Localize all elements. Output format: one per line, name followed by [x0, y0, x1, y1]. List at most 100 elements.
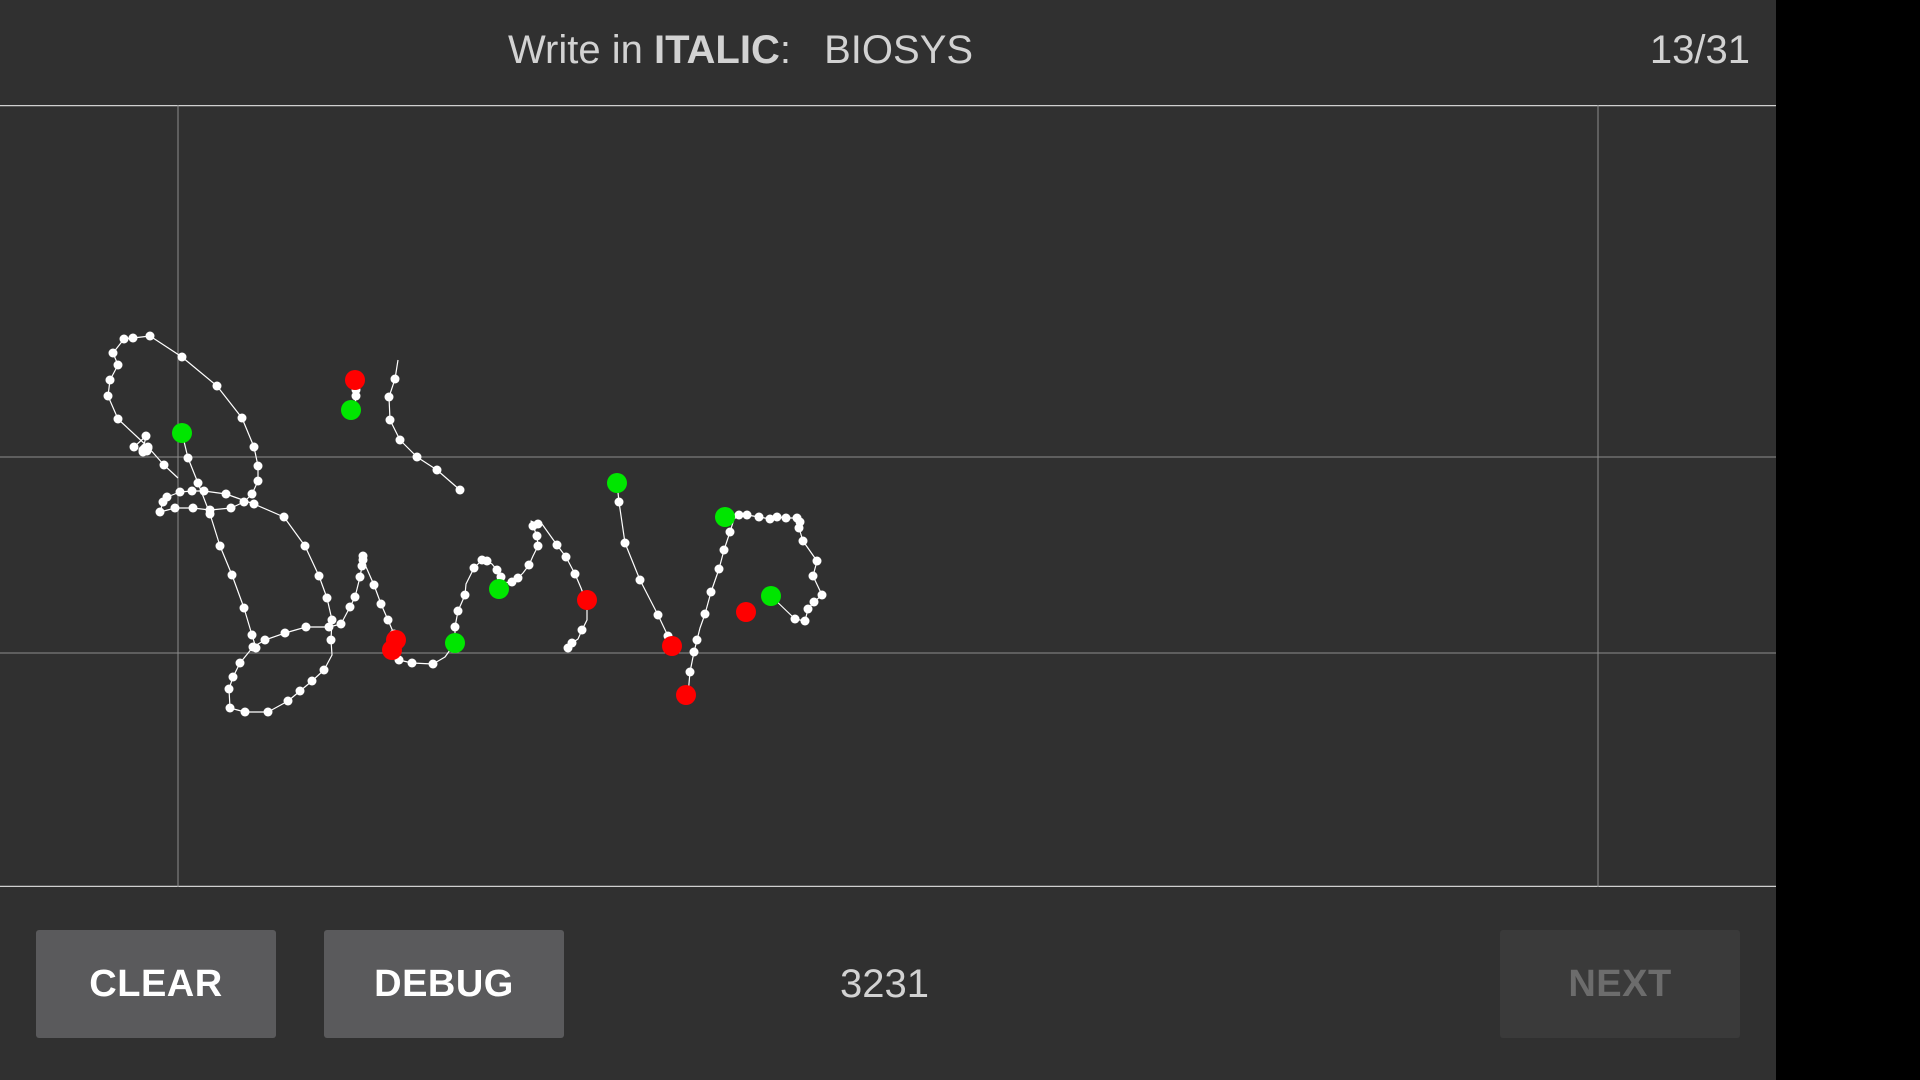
progress-counter: 13/31 [1649, 28, 1750, 72]
sample-point [155, 507, 165, 517]
sample-point [754, 512, 764, 522]
sample-point [351, 391, 361, 401]
sample-point [324, 622, 334, 632]
sample-point [533, 541, 543, 551]
sample-point [239, 497, 249, 507]
sample-point [620, 538, 630, 548]
sample-point [253, 476, 263, 486]
sample-point [249, 499, 259, 509]
sample-point [162, 492, 172, 502]
sample-point [460, 590, 470, 600]
sample-point [221, 489, 231, 499]
sample-point [113, 360, 123, 370]
sample-point [469, 563, 479, 573]
sample-point [812, 556, 822, 566]
sample-point [249, 442, 259, 452]
stroke-end-marker [577, 590, 597, 610]
sample-point [188, 503, 198, 513]
sample-point [533, 519, 543, 529]
sample-point [369, 580, 379, 590]
pen-stroke [616, 482, 673, 647]
sample-point [781, 513, 791, 523]
sample-point [685, 667, 695, 677]
sample-point [327, 615, 337, 625]
sample-point [260, 635, 270, 645]
sample-point [390, 374, 400, 384]
sample-point [383, 615, 393, 625]
stroke-end-marker [676, 685, 696, 705]
sample-point [319, 665, 329, 675]
sample-point [235, 658, 245, 668]
stroke-start-marker [341, 400, 361, 420]
next-button[interactable]: NEXT [1500, 930, 1740, 1038]
sample-point [453, 606, 463, 616]
stroke-start-marker [489, 579, 509, 599]
stroke-end-marker [345, 370, 365, 390]
pen-stroke [388, 359, 461, 491]
sample-point [143, 443, 153, 453]
sample-point [295, 686, 305, 696]
clear-button[interactable]: CLEAR [36, 930, 276, 1038]
sample-point [482, 556, 492, 566]
sample-point [108, 348, 118, 358]
sample-point [212, 381, 222, 391]
sample-point [314, 571, 324, 581]
sample-point [719, 545, 729, 555]
sample-point [653, 610, 663, 620]
stroke-end-marker [736, 602, 756, 622]
sample-point [239, 603, 249, 613]
sample-point [524, 560, 534, 570]
sample-point [103, 391, 113, 401]
sample-point [412, 452, 422, 462]
sample-point [177, 352, 187, 362]
sample-point [376, 599, 386, 609]
stroke-markers [172, 370, 781, 705]
sample-point [792, 513, 802, 523]
sample-point [532, 531, 542, 541]
sample-point [113, 414, 123, 424]
prompt-colon: : [779, 28, 791, 72]
sample-point [350, 592, 360, 602]
sample-point [280, 628, 290, 638]
sample-point [129, 442, 139, 452]
sample-point [183, 453, 193, 463]
sample-point [570, 569, 580, 579]
sample-point [700, 609, 710, 619]
sample-point [159, 460, 169, 470]
screen-edge [1776, 0, 1920, 1080]
sample-point [253, 461, 263, 471]
sample-point [772, 512, 782, 522]
sample-point [263, 707, 273, 717]
sample-point [170, 503, 180, 513]
sample-point [385, 415, 395, 425]
sample-point [614, 497, 624, 507]
sample-point [247, 489, 257, 499]
sample-point [800, 616, 810, 626]
sample-point [247, 630, 257, 640]
sample-point [199, 486, 209, 496]
stroke-end-marker [382, 640, 402, 660]
sample-point [336, 619, 346, 629]
sample-point [706, 587, 716, 597]
drawing-canvas[interactable] [0, 105, 1776, 887]
sample-point [577, 625, 587, 635]
sample-point [300, 541, 310, 551]
header-bar: Write in ITALIC: BIOSYS 13/31 [0, 0, 1776, 105]
sample-point [765, 514, 775, 524]
sample-point [141, 431, 151, 441]
sample-point [322, 593, 332, 603]
stroke-start-marker [761, 586, 781, 606]
sample-point [635, 575, 645, 585]
handwriting-strokes [107, 335, 823, 713]
sample-point [145, 331, 155, 341]
sample-point [432, 465, 442, 475]
footer-bar: CLEAR DEBUG 3231 NEXT [0, 887, 1776, 1080]
sample-point [279, 512, 289, 522]
sample-point [395, 435, 405, 445]
debug-button[interactable]: DEBUG [324, 930, 564, 1038]
sample-point [692, 635, 702, 645]
sample-point [689, 647, 699, 657]
sample-point [355, 572, 365, 582]
sample-point [808, 571, 818, 581]
sample-point [175, 487, 185, 497]
